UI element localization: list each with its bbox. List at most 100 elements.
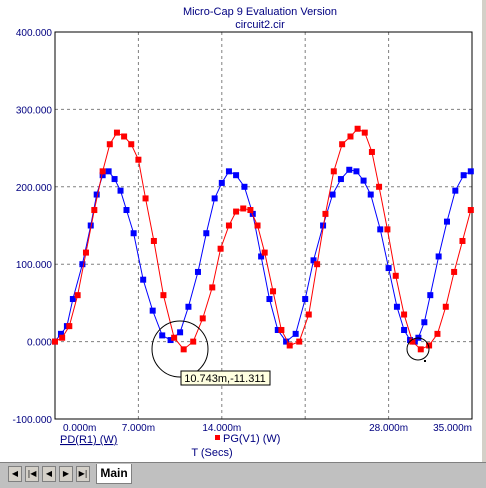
data-point xyxy=(384,226,391,233)
data-point xyxy=(247,207,254,214)
data-point xyxy=(368,148,375,155)
y-tick-label: 400.000 xyxy=(16,28,53,39)
data-point xyxy=(240,205,247,212)
data-point xyxy=(93,191,100,198)
data-point xyxy=(128,141,135,148)
data-point xyxy=(258,253,265,260)
tab-nav-menu-button[interactable]: ◀ xyxy=(8,466,22,482)
data-point xyxy=(160,292,167,299)
data-point xyxy=(278,326,285,333)
data-point xyxy=(225,168,232,175)
data-point xyxy=(91,207,98,214)
y-tick-label: -100.000 xyxy=(13,415,53,426)
window-edge xyxy=(482,0,486,462)
data-point xyxy=(241,183,248,190)
data-point xyxy=(442,303,449,310)
data-point xyxy=(121,133,128,140)
data-point xyxy=(292,330,299,337)
data-point xyxy=(346,166,353,173)
data-point xyxy=(377,226,384,233)
data-point xyxy=(99,168,106,175)
data-point xyxy=(409,338,416,345)
data-point xyxy=(117,187,124,194)
data-point xyxy=(254,222,261,229)
tab-nav-first-button[interactable]: |◀ xyxy=(25,466,39,482)
data-point xyxy=(467,168,474,175)
data-point xyxy=(274,326,281,333)
x-axis-label: T (Secs) xyxy=(191,447,232,459)
chart-subtitle: circuit2.cir xyxy=(235,19,285,31)
data-point xyxy=(74,292,81,299)
data-point xyxy=(385,265,392,272)
data-point xyxy=(392,272,399,279)
data-point xyxy=(367,191,374,198)
data-point xyxy=(140,276,147,283)
data-point xyxy=(167,337,174,344)
plot-frame xyxy=(54,31,473,420)
cursor-readout: 10.743m,-11.311 xyxy=(184,373,266,385)
cursor-circle-right[interactable] xyxy=(406,337,430,361)
x-tick-label: 7.000m xyxy=(122,423,155,434)
tab-nav-last-button[interactable]: ▶| xyxy=(76,466,90,482)
cursor-dot xyxy=(424,360,426,362)
grid-lines xyxy=(55,32,472,419)
data-point xyxy=(225,222,232,229)
data-point xyxy=(211,195,218,202)
cursor-readout-box xyxy=(180,370,271,386)
data-point xyxy=(427,292,434,299)
data-point xyxy=(305,311,312,318)
data-point xyxy=(180,346,187,353)
data-point xyxy=(135,156,142,163)
y-tick-labels: -100.000 0.000 100.000 200.000 300.000 400.00… xyxy=(13,28,53,426)
data-point xyxy=(329,191,336,198)
legend-pg-marker xyxy=(215,435,220,440)
data-point xyxy=(354,125,361,132)
y-tick-label: 100.000 xyxy=(16,260,53,271)
data-point xyxy=(401,311,408,318)
data-point xyxy=(233,172,240,179)
data-point xyxy=(353,168,360,175)
data-point xyxy=(99,172,106,179)
data-point xyxy=(296,338,303,345)
chart-title: Micro-Cap 9 Evaluation Version xyxy=(183,6,337,18)
data-point xyxy=(266,296,273,303)
data-point xyxy=(459,237,466,244)
data-point xyxy=(150,237,157,244)
cursor-circle-left[interactable] xyxy=(151,320,209,378)
y-tick-label: 200.000 xyxy=(16,183,53,194)
data-point xyxy=(209,284,216,291)
data-point xyxy=(347,133,354,140)
series-layer xyxy=(52,125,474,353)
legend-pg[interactable]: PG(V1) (W) xyxy=(223,433,280,445)
tab-main[interactable]: Main xyxy=(96,464,132,484)
x-tick-label: 28.000m xyxy=(369,423,408,434)
data-point xyxy=(261,249,268,256)
data-point xyxy=(69,296,76,303)
x-tick-label: 35.000m xyxy=(433,423,472,434)
data-point xyxy=(217,245,224,252)
data-point xyxy=(330,168,337,175)
data-point xyxy=(233,208,240,215)
data-point xyxy=(66,323,73,330)
x-tick-labels: 0.000m 7.000m 14.000m 28.000m 35.000m xyxy=(63,423,472,434)
chart: Micro-Cap 9 Evaluation Version circuit2.… xyxy=(12,6,474,459)
x-tick-label: 0.000m xyxy=(63,423,96,434)
data-point xyxy=(113,129,120,136)
data-point xyxy=(142,195,149,202)
data-point xyxy=(376,183,383,190)
tab-nav-prev-button[interactable]: ◀ xyxy=(42,466,56,482)
data-point xyxy=(322,210,329,217)
data-point xyxy=(82,249,89,256)
data-point xyxy=(79,261,86,268)
data-point xyxy=(171,334,178,341)
legend-pd[interactable]: PD(R1) (W) xyxy=(60,434,117,446)
data-point xyxy=(270,288,277,295)
tab-nav-next-button[interactable]: ▶ xyxy=(59,466,73,482)
data-point xyxy=(105,168,112,175)
data-point xyxy=(460,172,467,179)
data-point xyxy=(199,315,206,322)
data-point xyxy=(360,177,367,184)
data-point xyxy=(185,303,192,310)
data-point xyxy=(302,296,309,303)
data-point xyxy=(443,218,450,225)
